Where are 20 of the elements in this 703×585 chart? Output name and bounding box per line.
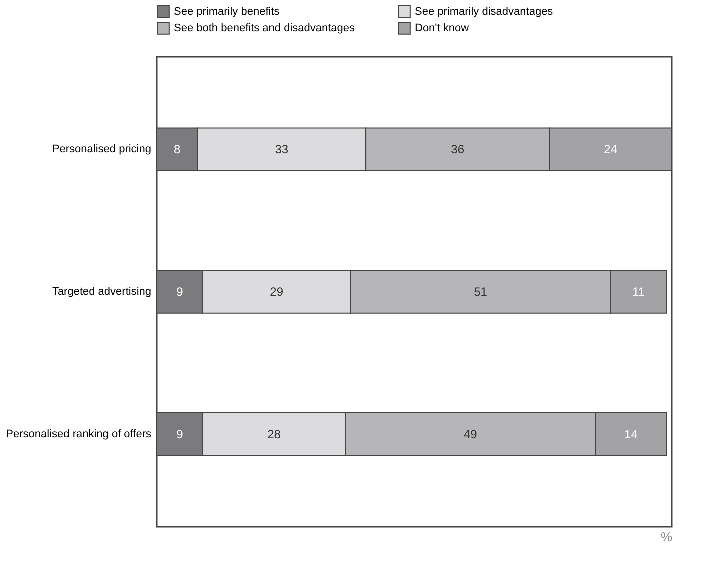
data-label: 36 [451, 142, 465, 157]
data-label: 49 [464, 427, 478, 442]
legend-label: See both benefits and disadvantages [174, 22, 356, 34]
y-tick-label: Personalised pricing [52, 144, 152, 156]
x-axis-title: % [660, 530, 673, 544]
legend-label: Don't know [415, 22, 470, 34]
data-label: 14 [624, 427, 638, 442]
y-tick-label: Personalised ranking of offers [6, 428, 152, 440]
data-label: 11 [632, 285, 646, 299]
data-label: 24 [604, 142, 618, 157]
data-label: 8 [174, 142, 182, 157]
data-label: 9 [176, 285, 184, 299]
data-label: 9 [176, 427, 184, 442]
data-label: 29 [270, 285, 284, 299]
y-tick-label: Targeted advertising [52, 286, 152, 298]
data-label: 51 [474, 285, 488, 299]
legend-label: See primarily benefits [174, 6, 280, 18]
data-label: 33 [275, 142, 289, 157]
data-label: 28 [268, 427, 282, 442]
legend-label: See primarily disadvantages [415, 6, 554, 18]
